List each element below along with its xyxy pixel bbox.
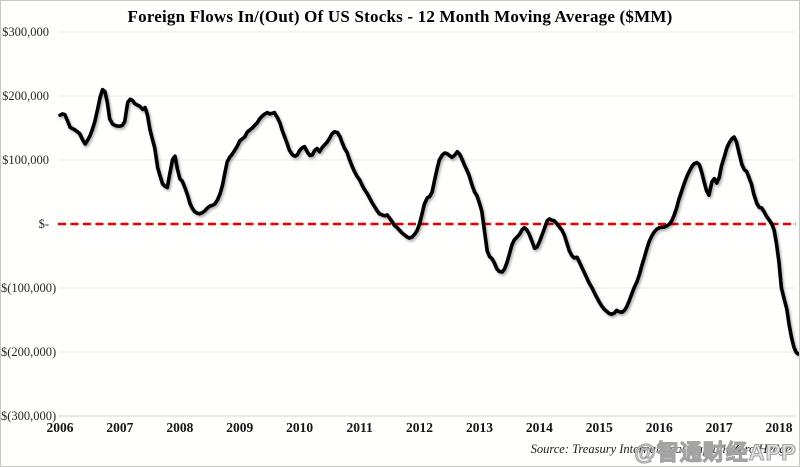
x-axis-tick-label: 2017 [705, 420, 733, 435]
y-axis-tick-label: $- [38, 217, 49, 231]
y-axis-tick-label: $300,000 [2, 25, 49, 39]
x-axis-tick-label: 2009 [226, 420, 254, 435]
y-axis-tick-label: $100,000 [2, 153, 49, 167]
x-axis-tick-label: 2013 [465, 420, 493, 435]
y-axis-tick-label: $200,000 [2, 89, 49, 103]
series-line [58, 87, 799, 356]
x-axis-tick-label: 2012 [406, 420, 434, 435]
x-axis-tick-label: 2008 [166, 420, 194, 435]
source-note: Source: Treasury International Capital, … [530, 442, 791, 456]
y-axis-tick-label: $(100,000) [1, 281, 57, 295]
x-axis-tick-label: 2006 [46, 420, 74, 435]
x-axis-tick-label: 2018 [765, 420, 793, 435]
y-axis-tick-label: $(200,000) [1, 345, 57, 359]
x-axis-tick-label: 2010 [286, 420, 314, 435]
x-axis-tick-label: 2007 [106, 420, 134, 435]
x-axis-tick-label: 2015 [585, 420, 613, 435]
y-axis-tick-label: $(300,000) [1, 409, 57, 423]
chart-title: Foreign Flows In/(Out) Of US Stocks - 12… [127, 7, 673, 26]
x-axis-tick-label: 2016 [645, 420, 673, 435]
watermark: @智通财经APP [634, 439, 797, 465]
x-axis-tick-label: 2011 [346, 420, 373, 435]
x-axis-tick-label: 2014 [525, 420, 553, 435]
